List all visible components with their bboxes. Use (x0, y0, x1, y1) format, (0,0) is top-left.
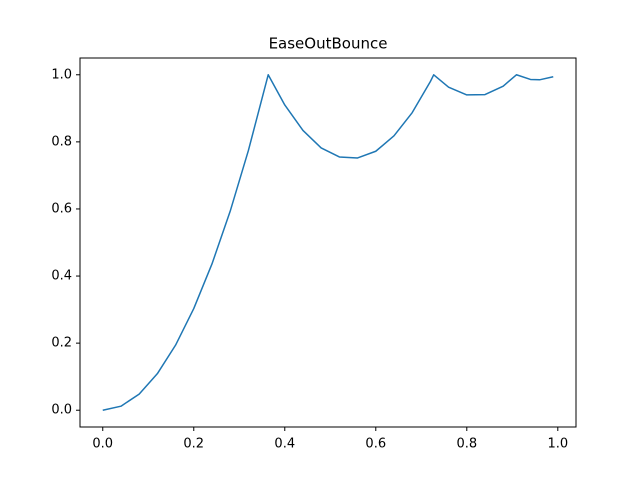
x-tick-label: 0.4 (274, 437, 295, 452)
y-tick-label: 0.6 (51, 201, 72, 216)
x-tick-label: 0.8 (456, 437, 477, 452)
x-tick-label: 0.2 (183, 437, 204, 452)
y-tick-label: 0.0 (51, 403, 72, 418)
y-tick-label: 0.4 (51, 269, 72, 284)
chart-title: EaseOutBounce (269, 35, 388, 53)
x-tick-label: 1.0 (547, 437, 568, 452)
y-tick-label: 0.2 (51, 336, 72, 351)
line-series (102, 74, 554, 411)
y-tick-label: 0.8 (51, 134, 72, 149)
plot-frame (79, 57, 577, 428)
y-tick-label: 1.0 (51, 67, 72, 82)
x-tick-label: 0.6 (365, 437, 386, 452)
x-tick-label: 0.0 (92, 437, 113, 452)
